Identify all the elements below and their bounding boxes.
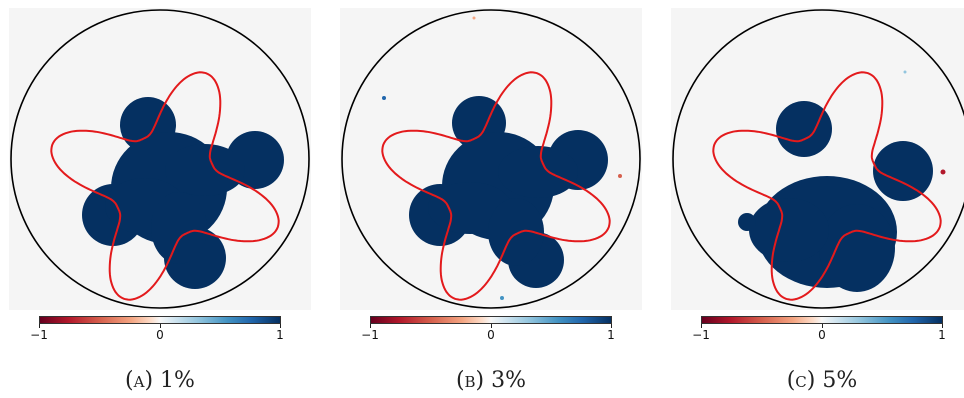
colorbar xyxy=(39,316,281,324)
colorbar-tick-max: 1 xyxy=(607,328,615,342)
caption-noise: 3% xyxy=(491,368,527,393)
panel-a: −1 0 1 (a) 1% xyxy=(9,0,319,398)
true-boundary-curve xyxy=(712,71,942,301)
reconstructed-inclusion xyxy=(738,101,933,292)
domain-boundary-circle xyxy=(341,9,641,309)
colorbar-tick-mid: 0 xyxy=(156,328,164,342)
colorbar-tick-max: 1 xyxy=(938,328,946,342)
colorbar-tick-mid: 0 xyxy=(818,328,826,342)
caption-letter: (c) xyxy=(786,368,816,393)
true-boundary-curve xyxy=(50,71,280,301)
colorbar xyxy=(370,316,612,324)
panel-c: −1 0 1 (c) 5% xyxy=(671,0,964,398)
reconstructed-inclusion xyxy=(409,96,608,288)
reconstruction-plot xyxy=(10,9,310,309)
reconstruction-plot xyxy=(341,9,641,309)
noise-specks xyxy=(903,70,946,175)
colorbar xyxy=(701,316,943,324)
noise-specks xyxy=(382,16,622,300)
domain-boundary-circle xyxy=(10,9,310,309)
true-boundary-curve xyxy=(381,71,611,301)
colorbar-tick-min: −1 xyxy=(361,328,379,342)
caption-letter: (a) xyxy=(125,368,154,393)
panel-caption: (a) 1% xyxy=(9,368,311,393)
panel-caption: (c) 5% xyxy=(671,368,964,393)
colorbar-tick-max: 1 xyxy=(276,328,284,342)
caption-letter: (b) xyxy=(455,368,485,393)
caption-noise: 1% xyxy=(160,368,195,393)
caption-noise: 5% xyxy=(822,368,858,393)
reconstructed-inclusion xyxy=(82,97,284,289)
colorbar-tick-mid: 0 xyxy=(487,328,495,342)
panel-b: −1 0 1 (b) 3% xyxy=(340,0,650,398)
reconstruction-plot xyxy=(672,9,964,309)
panel-caption: (b) 3% xyxy=(340,368,642,393)
domain-boundary-circle xyxy=(672,9,964,309)
colorbar-tick-min: −1 xyxy=(30,328,48,342)
colorbar-tick-min: −1 xyxy=(692,328,710,342)
